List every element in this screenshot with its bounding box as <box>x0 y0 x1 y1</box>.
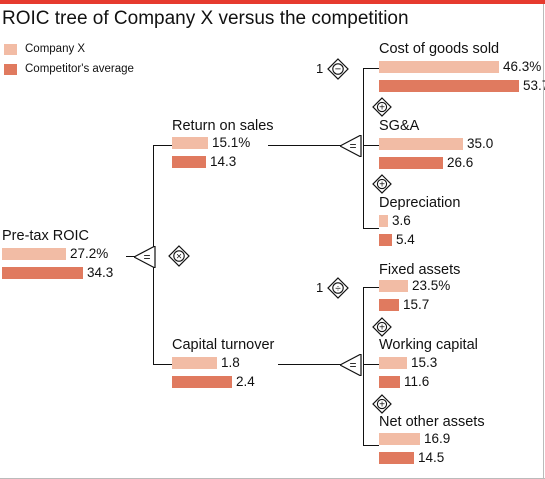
connector-ct-other <box>363 445 379 447</box>
plus-operator-sga-depreciation-glyph: + <box>379 180 385 191</box>
return-on-sales-company-bar <box>172 137 208 149</box>
connector-ros-stub <box>268 145 341 147</box>
minus-operator-glyph: − <box>335 64 341 76</box>
depreciation-company-value: 3.6 <box>392 213 411 228</box>
fixed-assets-company-value: 23.5% <box>412 278 451 293</box>
minus-operator: − <box>327 58 349 80</box>
capital-turnover-company-value: 1.8 <box>221 355 240 370</box>
sga-company-bar <box>379 138 463 150</box>
equals-operator-ct-glyph: = <box>349 358 356 372</box>
return-on-sales-label: Return on sales <box>172 118 274 134</box>
legend-swatch-competitor <box>4 63 17 75</box>
pretax-roic-label: Pre-tax ROIC <box>2 228 90 244</box>
working-capital-competitor-value: 11.6 <box>404 374 430 389</box>
working-capital-company-bar <box>379 357 407 369</box>
fixed-assets-company-bar <box>379 280 408 292</box>
connector-root-top <box>153 145 172 147</box>
depreciation-company-bar <box>379 215 388 227</box>
connector-ros-depreciation <box>363 228 379 230</box>
equals-operator-ct: = <box>340 354 362 376</box>
sga-company-value: 35.0 <box>467 136 494 151</box>
cogs-competitor-bar <box>379 80 519 92</box>
plus-operator-fixed-working-glyph: + <box>379 323 385 334</box>
legend-label-company: Company X <box>25 43 86 55</box>
diagram-title: ROIC tree of Company X versus the compet… <box>2 8 409 29</box>
connector-ct-trunk <box>363 287 365 446</box>
depreciation-competitor-value: 5.4 <box>396 232 415 247</box>
multiplier-one-fixed: 1 <box>316 280 324 295</box>
cogs-company-value: 46.3% <box>503 59 542 74</box>
connector-ros-trunk <box>363 68 365 229</box>
net-other-assets-company-bar <box>379 433 420 445</box>
sga-competitor-value: 26.6 <box>447 155 474 170</box>
multiply-operator: × <box>168 245 190 267</box>
divide-operator-glyph: ÷ <box>335 284 341 295</box>
legend-item-competitor: Competitor's average <box>4 62 134 76</box>
connector-ros-sga <box>363 145 379 147</box>
fixed-assets-competitor-bar <box>379 299 399 311</box>
capital-turnover-company-bar <box>172 357 217 369</box>
frame-border-right <box>543 4 544 479</box>
net-other-assets-competitor-bar <box>379 452 414 464</box>
working-capital-company-value: 15.3 <box>411 355 438 370</box>
connector-root-stub <box>126 256 136 258</box>
return-on-sales-competitor-bar <box>172 156 206 168</box>
sga-competitor-bar <box>379 157 443 169</box>
cogs-competitor-value: 53.7 <box>523 78 545 93</box>
capital-turnover-competitor-value: 2.4 <box>236 374 255 389</box>
plus-operator-fixed-working: + <box>372 317 392 337</box>
working-capital-label: Working capital <box>379 337 478 353</box>
connector-ct-working <box>363 364 379 366</box>
equals-operator-ros-glyph: = <box>349 139 356 153</box>
plus-operator-cogs-sga: + <box>372 97 392 117</box>
accent-top-rule <box>0 0 545 4</box>
cogs-company-bar <box>379 61 499 73</box>
pretax-roic-company-bar <box>2 248 66 260</box>
connector-ct-stub <box>278 364 341 366</box>
net-other-assets-competitor-value: 14.5 <box>418 450 445 465</box>
capital-turnover-label: Capital turnover <box>172 337 275 353</box>
legend-item-company: Company X <box>4 42 85 56</box>
pretax-roic-competitor-bar <box>2 267 83 279</box>
depreciation-label: Depreciation <box>379 195 461 211</box>
multiply-operator-glyph: × <box>176 252 182 263</box>
return-on-sales-competitor-value: 14.3 <box>210 154 237 169</box>
divide-operator: ÷ <box>327 277 349 299</box>
legend-swatch-company <box>4 43 17 55</box>
cogs-label: Cost of goods sold <box>379 41 500 57</box>
pretax-roic-company-value: 27.2% <box>70 246 109 261</box>
equals-operator-ros: = <box>340 135 362 157</box>
plus-operator-cogs-sga-glyph: + <box>379 103 385 114</box>
equals-operator-root: = <box>134 246 156 268</box>
net-other-assets-company-value: 16.9 <box>424 431 451 446</box>
connector-ros-cogs <box>363 68 379 70</box>
depreciation-competitor-bar <box>379 234 392 246</box>
plus-operator-sga-depreciation: + <box>372 174 392 194</box>
fixed-assets-label: Fixed assets <box>379 262 461 278</box>
capital-turnover-competitor-bar <box>172 376 232 388</box>
equals-operator-root-glyph: = <box>143 250 150 264</box>
multiplier-one-cogs: 1 <box>316 61 324 76</box>
connector-root-bottom <box>153 364 172 366</box>
working-capital-competitor-bar <box>379 376 400 388</box>
return-on-sales-company-value: 15.1% <box>212 135 251 150</box>
plus-operator-working-other: + <box>372 394 392 414</box>
fixed-assets-competitor-value: 15.7 <box>403 297 430 312</box>
legend-label-competitor: Competitor's average <box>25 63 134 75</box>
connector-ct-fixed <box>363 287 379 289</box>
sga-label: SG&A <box>379 118 420 134</box>
plus-operator-working-other-glyph: + <box>379 400 385 411</box>
net-other-assets-label: Net other assets <box>379 414 485 430</box>
pretax-roic-competitor-value: 34.3 <box>87 265 114 280</box>
